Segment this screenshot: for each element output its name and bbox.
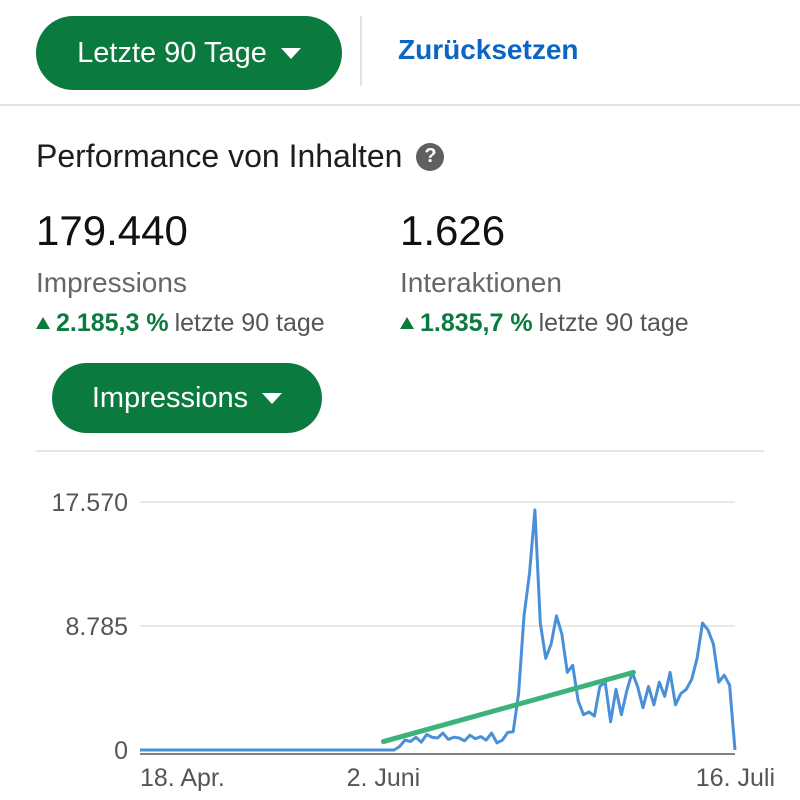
trend-line — [380, 669, 636, 745]
impressions-line-chart: 17.570 8.785 0 18. Apr. 2. Juni 16. Juli — [52, 489, 775, 792]
metric-change-period: letzte 90 tage — [174, 309, 325, 337]
divider — [36, 450, 764, 452]
metric-label: Impressions — [36, 267, 187, 298]
date-range-label: Letzte 90 Tage — [77, 36, 267, 69]
reset-button[interactable]: Zurücksetzen — [398, 34, 579, 65]
metric-change: 2.185,3 % letzte 90 tage — [36, 308, 325, 338]
section-header: Performance von Inhalten ? — [36, 138, 445, 175]
divider — [360, 16, 362, 86]
x-tick-label: 16. Juli — [696, 764, 775, 792]
metric-change-percent: 1.835,7 % — [420, 309, 533, 337]
filter-bar: Letzte 90 Tage Zurücksetzen — [0, 0, 800, 106]
chart-series — [140, 508, 737, 752]
metric-impressions: 179.440 Impressions 2.185,3 % letzte 90 … — [36, 206, 325, 338]
triangle-up-icon — [36, 317, 50, 329]
metric-change-percent: 2.185,3 % — [56, 309, 169, 337]
x-tick-label: 18. Apr. — [140, 764, 225, 792]
y-tick-label: 8.785 — [65, 613, 128, 641]
metric-label: Interaktionen — [400, 267, 562, 298]
x-tick-label: 2. Juni — [347, 764, 421, 792]
triangle-up-icon — [400, 317, 414, 329]
metric-selector-label: Impressions — [91, 381, 249, 414]
metric-selector-dropdown[interactable]: Impressions — [52, 363, 322, 433]
metric-change: 1.835,7 % letzte 90 tage — [400, 308, 689, 338]
date-range-dropdown[interactable]: Letzte 90 Tage — [36, 16, 342, 90]
y-tick-label: 17.570 — [52, 489, 128, 517]
caret-down-icon — [280, 47, 301, 59]
metric-value: 179.440 — [36, 207, 188, 254]
chart-grid — [140, 501, 735, 755]
metric-value: 1.626 — [400, 207, 506, 254]
section-title: Performance von Inhalten — [36, 138, 403, 174]
question-circle-icon[interactable]: ? — [416, 142, 445, 171]
impressions-series-line — [140, 508, 737, 752]
y-tick-label: 0 — [114, 737, 128, 765]
x-axis: 18. Apr. 2. Juni 16. Juli — [140, 764, 775, 792]
y-axis: 17.570 8.785 0 — [52, 489, 128, 765]
caret-down-icon — [262, 392, 283, 404]
metric-interactions: 1.626 Interaktionen 1.835,7 % letzte 90 … — [400, 206, 689, 338]
metric-change-period: letzte 90 tage — [538, 309, 689, 337]
